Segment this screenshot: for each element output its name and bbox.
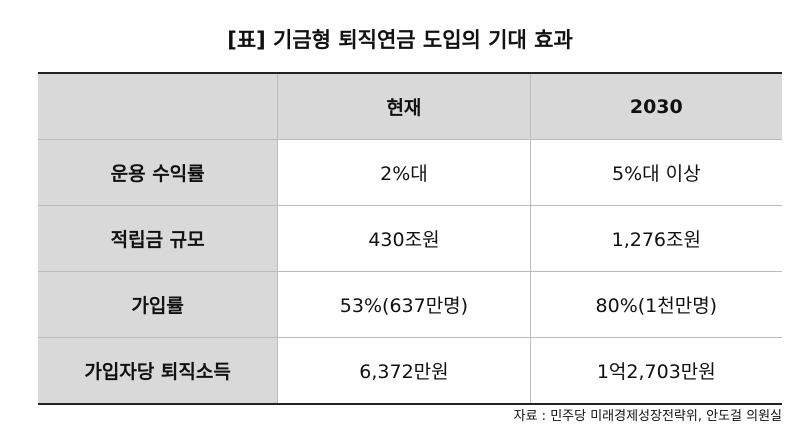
- table: 현재 2030 운용 수익률 2%대 5%대 이상 적립금 규모 430조원 1,276조…: [38, 72, 782, 405]
- row-label: 가입자당 퇴직소득: [38, 337, 278, 404]
- cell: 53%(637만명): [277, 271, 531, 338]
- table-row: 가입자당 퇴직소득 6,372만원 1억2,703만원: [38, 337, 782, 404]
- cell: 1,276조원: [529, 205, 782, 272]
- header-cell: 2030: [529, 73, 782, 140]
- row-label: 가입률: [38, 271, 278, 338]
- table-row: 적립금 규모 430조원 1,276조원: [38, 205, 782, 272]
- table-body: 운용 수익률 2%대 5%대 이상 적립금 규모 430조원 1,276조원 가입률 53%(…: [38, 139, 782, 404]
- cell: 1억2,703만원: [529, 337, 782, 404]
- table-row: 가입률 53%(637만명) 80%(1천만명): [38, 271, 782, 338]
- cell: 430조원: [277, 205, 531, 272]
- title: [표] 기금형 퇴직연금 도입의 기대 효과: [227, 28, 573, 52]
- source: 자료 : 민주당 미래경제성장전략위, 안도걸 의원실: [513, 409, 782, 424]
- header-row: 현재 2030: [38, 73, 782, 140]
- header-cell: [38, 73, 278, 140]
- cell: 6,372만원: [277, 337, 531, 404]
- table-row: 운용 수익률 2%대 5%대 이상: [38, 139, 782, 206]
- row-label: 적립금 규모: [38, 205, 278, 272]
- cell: 5%대 이상: [529, 139, 782, 206]
- cell: 2%대: [277, 139, 531, 206]
- header-cell: 현재: [277, 73, 531, 140]
- cell: 80%(1천만명): [529, 271, 782, 338]
- row-label: 운용 수익률: [38, 139, 278, 206]
